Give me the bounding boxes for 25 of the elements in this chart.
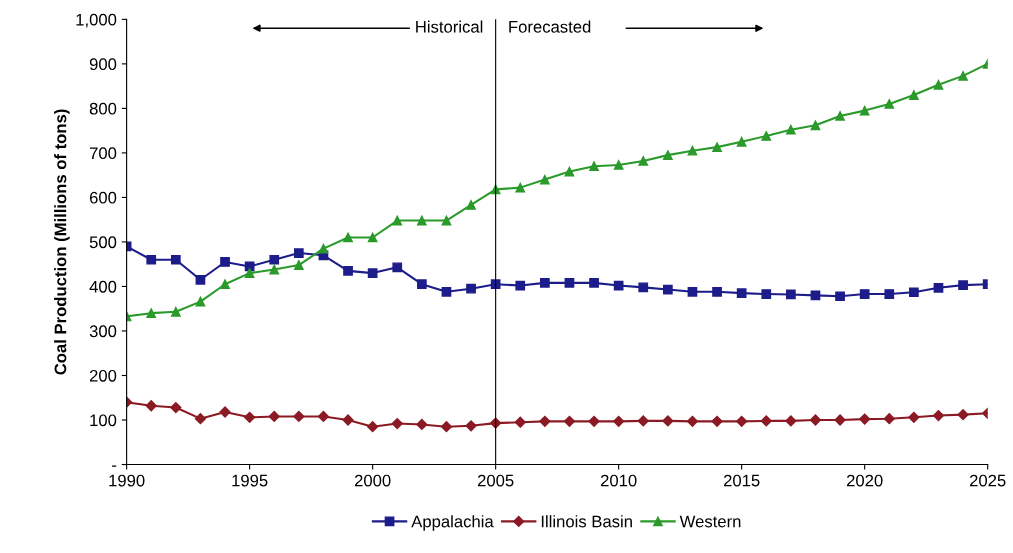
- x-tick-label: 1990: [109, 474, 145, 487]
- y-tick-label: -: [112, 465, 117, 467]
- y-tick-label: 400: [89, 280, 117, 293]
- y-tick-label: 100: [90, 414, 117, 427]
- y-tick-label: 800: [89, 102, 117, 115]
- x-tick-label: 2020: [846, 474, 883, 487]
- annotation: Forecasted: [509, 20, 591, 33]
- y-tick-label: 600: [89, 191, 117, 204]
- y-tick-label: 200: [89, 369, 117, 382]
- legend-label: Western: [679, 515, 741, 528]
- y-axis-title: Coal Production (Millions of tons): [54, 109, 70, 375]
- annotation: Historical: [416, 20, 483, 33]
- x-tick-label: 2015: [723, 474, 760, 487]
- y-tick-label: 700: [89, 147, 117, 160]
- legend-label: Appalachia: [411, 515, 494, 531]
- x-tick-label: 1995: [232, 474, 268, 487]
- y-tick-label: 1,000: [76, 13, 117, 28]
- y-tick-label: 300: [89, 325, 117, 338]
- y-tick-label: 900: [89, 58, 117, 71]
- x-tick-label: 2000: [354, 474, 391, 487]
- y-tick-label: 500: [89, 236, 117, 249]
- x-tick-label: 2005: [477, 474, 514, 487]
- x-tick-label: 2010: [600, 474, 637, 487]
- legend-label: Illinois Basin: [541, 515, 632, 528]
- x-tick-label: 2025: [969, 474, 1006, 487]
